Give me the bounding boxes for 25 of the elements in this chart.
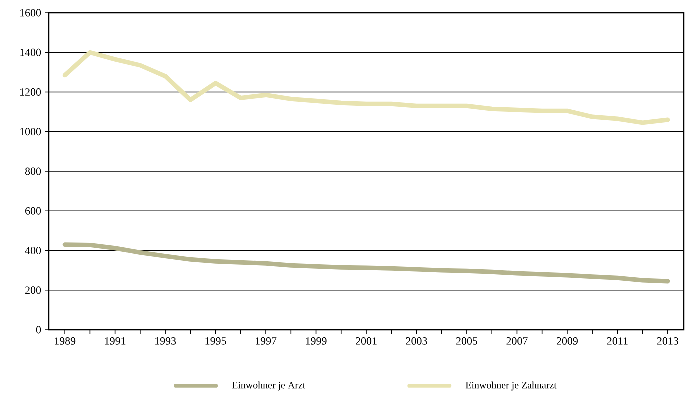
y-tick-label: 1400: [20, 48, 42, 56]
legend-label: Einwohner je Arzt: [232, 382, 306, 391]
x-tick-label: 2001: [356, 338, 377, 345]
y-tick-label: 200: [26, 286, 42, 294]
x-tick-label: 2007: [506, 338, 528, 345]
x-tick-label: 1995: [206, 338, 226, 345]
y-tick-label: 800: [25, 168, 42, 176]
x-tick-label: 1993: [156, 338, 176, 345]
x-tick-label: 2005: [456, 338, 478, 345]
x-tick-label: 2011: [607, 338, 628, 345]
line-series: [62, 242, 670, 284]
x-tick-label: 1997: [256, 338, 277, 345]
y-tick-label: 1200: [20, 88, 42, 96]
x-tick-label: 1991: [105, 338, 126, 345]
y-tick-label: 1600: [20, 9, 42, 17]
y-tick-label: 600: [26, 207, 42, 215]
y-tick-label: 1000: [20, 128, 42, 136]
x-tick-label: 2013: [657, 338, 678, 345]
x-tick-label: 2009: [556, 338, 578, 345]
x-tick-label: 1989: [55, 338, 76, 345]
y-tick-label: 400: [25, 247, 42, 254]
legend-label: Einwohner je Zahnarzt: [466, 382, 557, 391]
x-tick-label: 2003: [406, 338, 428, 345]
x-tick-label: 1999: [306, 338, 327, 345]
y-tick-label: 0: [36, 326, 42, 334]
